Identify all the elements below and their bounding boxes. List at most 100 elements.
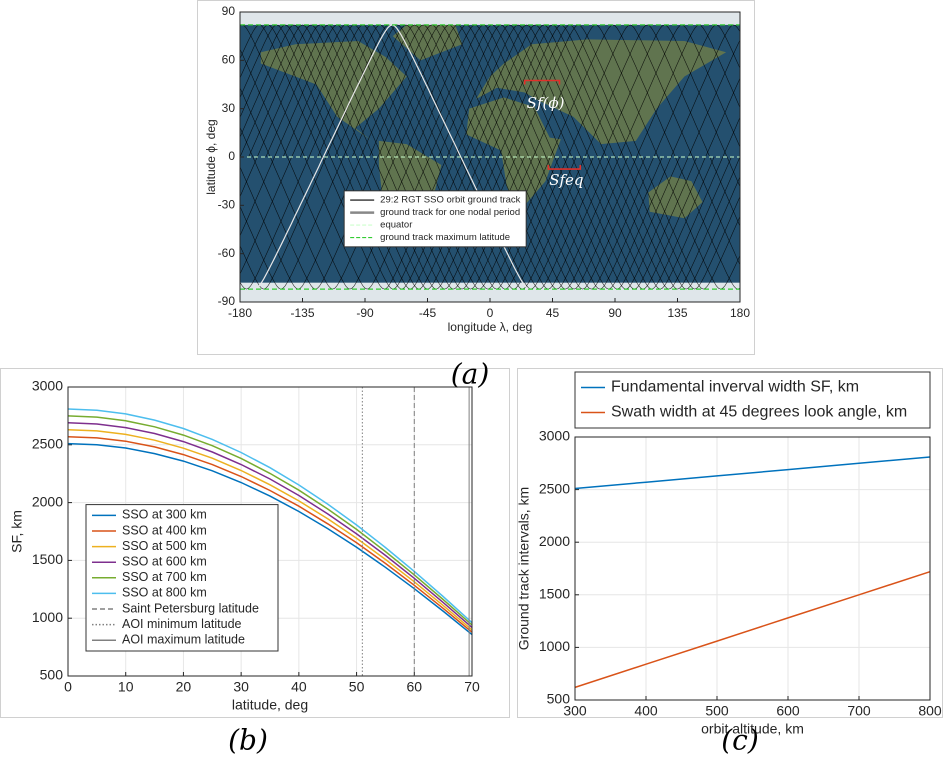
land [466, 97, 561, 214]
x-tick-label: 500 [705, 703, 729, 719]
x-axis-label: orbit altitude, km [701, 721, 804, 737]
series-line [67, 415, 473, 626]
x-tick-label: 50 [349, 679, 365, 695]
legend-label: SSO at 400 km [122, 523, 207, 537]
x-tick-label: 70 [464, 679, 480, 695]
ground-track [489, 24, 740, 290]
x-tick-label: 800 [918, 703, 942, 719]
y-tick-label: -60 [218, 246, 236, 260]
series-line [67, 435, 473, 633]
x-tick-label: 300 [563, 703, 587, 719]
y-tick-label: 2000 [32, 493, 63, 509]
y-tick-label: 1000 [539, 638, 570, 654]
y-tick-label: 2000 [539, 533, 570, 549]
bracket [547, 165, 582, 170]
x-tick-label: 60 [406, 679, 422, 695]
legend-label: SSO at 700 km [122, 570, 207, 584]
legend-label: Swath width at 45 degrees look angle, km [611, 404, 907, 421]
x-tick-label: -180 [228, 306, 252, 320]
y-tick-label: 60 [222, 53, 236, 67]
x-tick-label: -90 [356, 306, 374, 320]
legend-box [343, 190, 527, 248]
map-area [240, 12, 740, 302]
ground-track [506, 24, 740, 290]
x-tick-label: 600 [776, 703, 800, 719]
series-line [67, 408, 473, 624]
y-tick-label: 2500 [32, 436, 63, 452]
series-line [67, 422, 473, 628]
y-axis-label: latitude ϕ, deg [204, 119, 218, 194]
x-tick-label: 10 [118, 679, 134, 695]
ground-track [282, 24, 740, 290]
series-line [574, 570, 931, 689]
x-tick-label: 20 [176, 679, 192, 695]
legend-label: equator [380, 220, 412, 231]
ground-track [472, 24, 740, 290]
y-tick-label: 0 [228, 149, 235, 163]
x-tick-label: 400 [634, 703, 658, 719]
ground-track [240, 24, 525, 290]
caption: (a) [451, 358, 490, 391]
y-tick-label: 3000 [539, 428, 570, 444]
x-tick-label: 135 [667, 306, 687, 320]
y-axis-label: Ground track intervals, km [516, 487, 532, 650]
ground-track [351, 24, 740, 290]
x-tick-label: 180 [730, 306, 750, 320]
ground-track [240, 24, 491, 290]
legend-label: Saint Petersburg latitude [122, 601, 259, 615]
ground-track [240, 24, 594, 290]
legend-label: SSO at 600 km [122, 554, 207, 568]
series-line [574, 456, 931, 490]
axes-box [574, 436, 931, 701]
caption: (b) [228, 724, 268, 757]
legend-label: ground track maximum latitude [380, 232, 510, 243]
y-tick-label: 1000 [32, 609, 63, 625]
y-tick-label: 500 [40, 667, 64, 683]
y-tick-label: -90 [218, 294, 236, 308]
polar-ice [240, 12, 740, 25]
legend-label: SSO at 300 km [122, 508, 207, 522]
annotation: Sfeq [549, 171, 583, 189]
x-tick-label: 45 [546, 306, 560, 320]
x-tick-label: 0 [487, 306, 494, 320]
legend-label: SSO at 800 km [122, 586, 207, 600]
x-tick-label: 90 [608, 306, 622, 320]
ground-track [240, 24, 663, 290]
y-tick-label: 1500 [539, 586, 570, 602]
ground-track [240, 24, 474, 290]
ground-track [240, 24, 629, 290]
legend-label: AOI maximum latitude [122, 632, 245, 646]
legend-label: SSO at 500 km [122, 539, 207, 553]
legend-label: ground track for one nodal period [380, 207, 520, 218]
legend-label: Fundamental inverval width SF, km [611, 379, 859, 396]
polar-ice [240, 282, 740, 302]
x-tick-label: -135 [290, 306, 314, 320]
legend-label: 29:2 RGT SSO orbit ground track [380, 195, 521, 206]
y-tick-label: 500 [547, 691, 571, 707]
x-axis-label: longitude λ, deg [448, 320, 533, 334]
annotation: Sf(ϕ) [527, 94, 565, 112]
y-axis-label: SF, km [9, 510, 25, 553]
legend-box [85, 504, 279, 652]
series-line [67, 442, 473, 636]
legend-box [574, 371, 931, 429]
series-line [67, 429, 473, 631]
caption: (c) [721, 724, 759, 757]
y-tick-label: -30 [218, 198, 236, 212]
ground-track [240, 24, 560, 290]
x-tick-label: 700 [847, 703, 871, 719]
x-axis-label: latitude, deg [232, 697, 308, 713]
x-tick-label: 40 [291, 679, 307, 695]
ground-track [240, 24, 456, 290]
y-tick-label: 1500 [32, 551, 63, 567]
ground-track [386, 24, 740, 290]
x-tick-label: 30 [233, 679, 249, 695]
y-tick-label: 2500 [539, 480, 570, 496]
ground-track [248, 24, 740, 290]
y-tick-label: 90 [222, 4, 236, 18]
x-tick-label: 0 [64, 679, 72, 695]
y-tick-label: 30 [222, 101, 236, 115]
land [392, 24, 463, 61]
